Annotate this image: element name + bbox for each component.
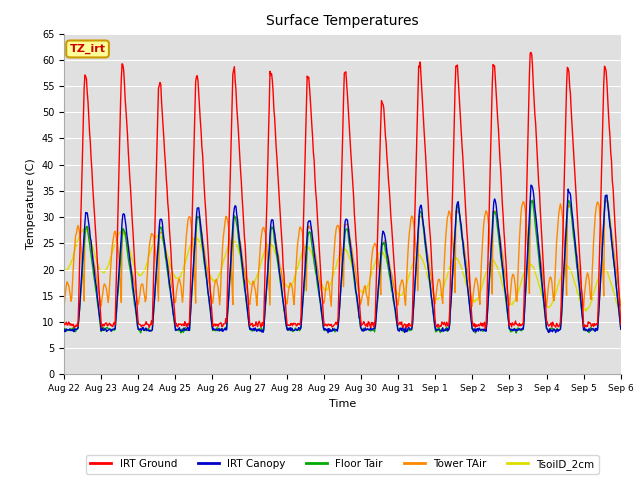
Y-axis label: Temperature (C): Temperature (C)	[26, 158, 36, 250]
Text: TZ_irt: TZ_irt	[70, 44, 106, 54]
Legend: IRT Ground, IRT Canopy, Floor Tair, Tower TAir, TsoilD_2cm: IRT Ground, IRT Canopy, Floor Tair, Towe…	[86, 455, 598, 474]
X-axis label: Time: Time	[329, 399, 356, 408]
Title: Surface Temperatures: Surface Temperatures	[266, 14, 419, 28]
